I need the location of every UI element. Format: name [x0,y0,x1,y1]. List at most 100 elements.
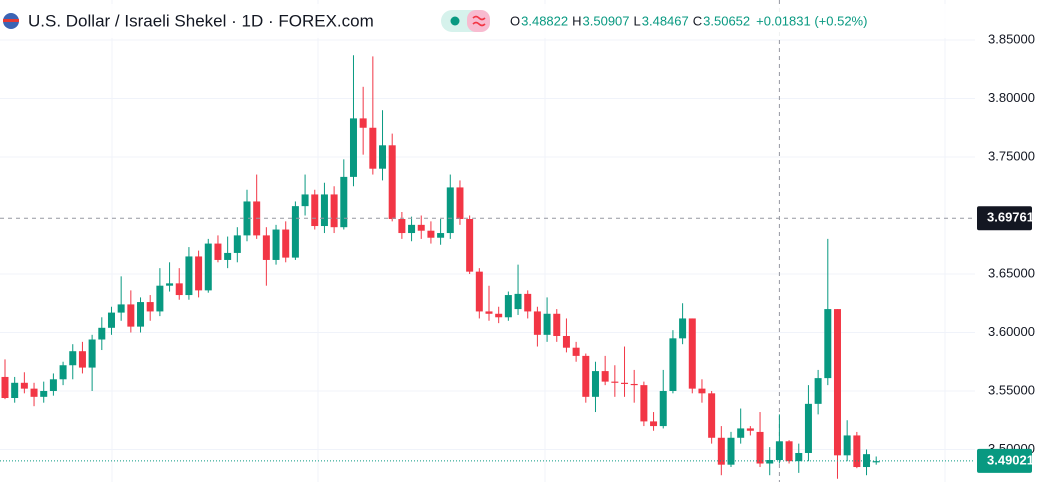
grid [111,0,946,482]
candle-body [640,385,648,422]
candle-body [679,318,687,339]
candle-body [495,313,503,318]
candle-body [591,371,599,397]
y-tick-label: 3.60000 [988,324,1035,339]
candle-body [582,355,590,397]
candle-body [475,271,483,312]
candle-body [553,313,561,336]
candle-body [224,252,232,260]
candle-body [137,302,145,327]
y-tick-label: 3.55000 [988,382,1035,397]
candle-body [659,390,667,427]
candle-body [814,378,822,404]
ohlc-label: H [572,13,581,28]
ohlc-value: 3.48822 [521,13,568,28]
candle-body [195,256,203,291]
candle-body [466,219,474,272]
candle-body [504,295,512,318]
candle-body [417,224,425,231]
candle-body [572,347,580,356]
candle-body [204,243,212,291]
status-pill-right [467,10,490,32]
change-value: +0.01831 (+0.52%) [756,13,867,28]
y-tick-label: 3.65000 [988,265,1035,280]
candle-body [214,243,222,260]
candle-body [708,393,716,438]
y-tick-label: 3.85000 [988,31,1035,46]
candle-body [311,194,319,227]
candle-body [446,187,454,234]
candle-body [524,293,532,312]
candle-body [146,302,154,312]
candle-body [543,313,551,335]
crosshair-label-bg [977,206,1032,231]
candle-body [272,229,280,260]
candle-body [166,283,174,286]
candle-body [717,437,725,465]
candle-body [756,431,764,464]
candle-body [533,311,541,335]
y-tick-label: 3.80000 [988,90,1035,105]
candle-body [456,187,464,220]
ohlc-value: 3.50652 [703,13,750,28]
candle-body [727,437,735,465]
candle-body [127,304,135,327]
candle-body [78,351,86,368]
market-open-dot [450,16,460,26]
candle-body [340,176,348,228]
chart-title: U.S. Dollar / Israeli Shekel · 1D · FORE… [28,11,374,30]
candle-body [88,339,96,368]
ohlc-label: C [693,13,702,28]
candle-body [282,229,290,258]
candle-body [824,309,832,379]
delay-icon [472,15,486,27]
candle-body [388,145,396,220]
candle-body [437,233,445,238]
candle-body [562,335,570,348]
candle-body [630,383,638,386]
candle-body [611,381,619,383]
candle-body [766,460,774,464]
candle-body [156,285,164,312]
symbol-flag-stripes [3,19,19,22]
candle-body [485,311,493,314]
candle-body [243,201,251,236]
y-tick-label: 3.75000 [988,148,1035,163]
candle-body [379,145,387,169]
ohlc-value: 3.50907 [583,13,630,28]
candle-body [650,421,658,427]
candle-body [737,428,745,438]
last-price-label-bg [977,448,1032,473]
candle-body [863,454,871,468]
candle-body [872,461,880,463]
candle-body [291,206,299,258]
candle-body [185,256,193,296]
candle-body [775,441,783,461]
candle-body [117,304,125,313]
candle-body [514,293,522,310]
candle-body [330,194,338,228]
candle-body [40,390,48,397]
candle-body [320,194,328,227]
candle-body [69,351,77,366]
ohlc-value: 3.48467 [642,13,689,28]
candle-body [408,224,416,234]
candle-body [804,403,812,453]
candle-body [427,230,435,238]
candle-body [398,219,406,234]
candle-body [175,283,183,296]
candle-body [795,452,803,462]
candle-body [262,235,270,260]
candle-body [746,428,754,431]
candle-body [233,235,241,253]
candle-body [59,365,67,380]
ohlc-label: O [510,13,520,28]
candle-body [20,382,28,389]
candle-body [359,118,367,128]
candle-body [833,309,841,456]
candle-body [688,318,696,389]
candle-body [301,194,309,207]
